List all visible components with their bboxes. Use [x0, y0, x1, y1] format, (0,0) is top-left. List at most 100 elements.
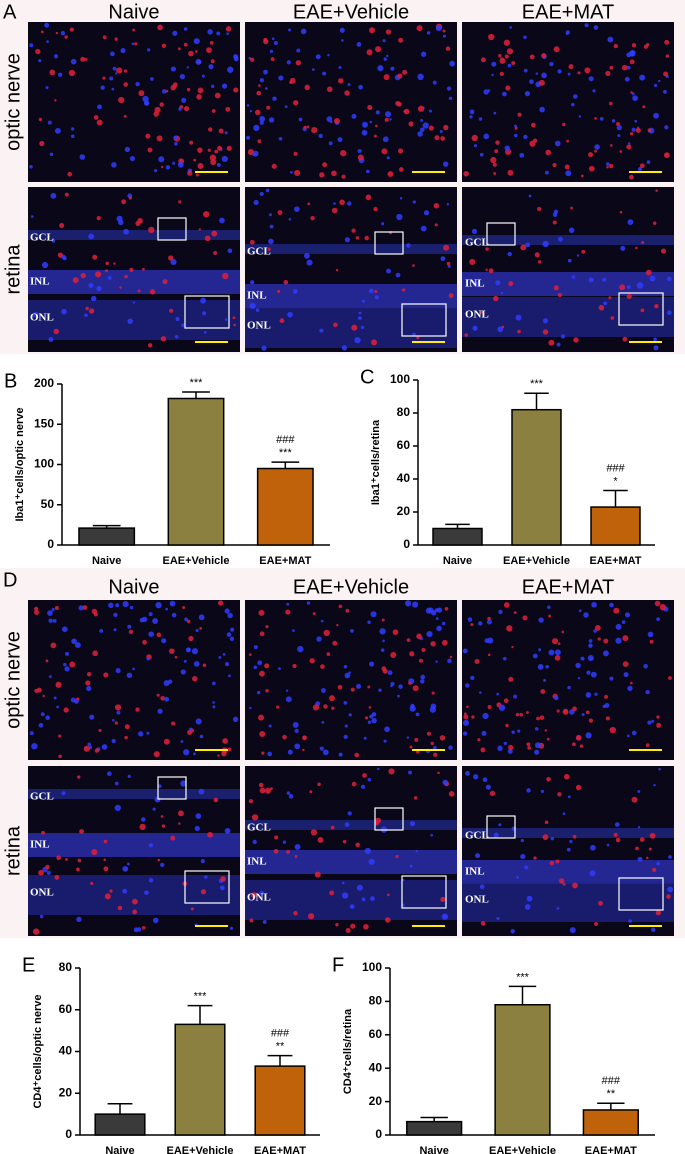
cell — [431, 691, 435, 695]
cell — [478, 621, 483, 626]
y-tick-label: 100 — [34, 457, 54, 471]
cell — [355, 842, 360, 848]
cell — [326, 116, 333, 123]
y-axis-label: Iba1⁺cells/retina — [370, 419, 382, 505]
cell — [159, 102, 164, 107]
cell — [203, 211, 210, 218]
cell — [132, 301, 136, 304]
cell — [134, 42, 138, 46]
cell — [517, 329, 521, 334]
cell — [666, 276, 672, 282]
cell — [226, 145, 232, 151]
y-tick-label: 40 — [59, 1044, 73, 1058]
cell — [108, 602, 114, 609]
cell — [294, 206, 300, 213]
cell — [397, 73, 403, 79]
cell — [481, 730, 487, 736]
cell — [61, 626, 68, 633]
cell — [515, 712, 520, 717]
cell — [196, 94, 202, 100]
cell — [615, 837, 621, 843]
cell — [157, 708, 163, 714]
cell — [553, 695, 559, 701]
cell — [430, 641, 436, 647]
cell — [514, 124, 518, 128]
cell — [665, 54, 670, 58]
cell — [298, 117, 303, 122]
cell — [160, 862, 165, 868]
y-tick-label: 80 — [397, 405, 411, 419]
cell — [485, 784, 491, 790]
cell — [113, 628, 117, 632]
cell — [343, 734, 348, 740]
cell — [385, 917, 391, 923]
cell — [157, 24, 163, 31]
cell — [168, 648, 175, 654]
x-tick-label: EAE+Vehicle — [167, 1145, 234, 1154]
cell — [109, 76, 114, 81]
cell — [105, 269, 109, 273]
cell — [367, 104, 373, 111]
cell — [149, 289, 156, 295]
cell — [337, 137, 343, 143]
cell — [300, 28, 307, 35]
cell — [114, 781, 119, 786]
cell — [124, 274, 128, 279]
cell — [45, 86, 49, 90]
micrograph — [28, 766, 240, 936]
cell — [506, 625, 513, 632]
cell — [293, 910, 298, 916]
cell — [212, 705, 216, 709]
cell — [183, 106, 190, 112]
cell — [50, 192, 57, 199]
cell — [544, 820, 549, 825]
cell — [224, 828, 231, 834]
cell — [370, 896, 375, 901]
cell — [626, 144, 632, 150]
cell — [250, 892, 257, 899]
cell — [627, 219, 634, 226]
cell — [449, 655, 453, 659]
cell — [564, 164, 570, 170]
cell — [59, 222, 65, 229]
cell — [402, 69, 408, 75]
cell — [30, 215, 34, 218]
layer-label: INL — [465, 278, 485, 290]
cell — [560, 334, 566, 339]
cell — [664, 153, 669, 157]
column-header: EAE+Vehicle — [293, 576, 409, 598]
cell — [516, 876, 520, 879]
cell — [86, 672, 92, 677]
cell — [503, 602, 510, 608]
cell — [124, 146, 131, 153]
cell — [606, 166, 609, 169]
cell — [653, 112, 660, 119]
cell — [46, 40, 49, 44]
cell — [172, 161, 176, 165]
cell — [306, 601, 311, 605]
cell — [33, 606, 39, 612]
cell — [504, 145, 510, 151]
cell — [430, 741, 434, 746]
layer-label: ONL — [465, 894, 489, 906]
significance: ### — [271, 1028, 290, 1040]
cell — [169, 600, 176, 607]
cell — [233, 87, 239, 93]
cell — [88, 233, 95, 240]
cell — [114, 72, 118, 75]
cell — [564, 773, 570, 780]
cell — [148, 226, 155, 234]
cell — [161, 824, 166, 828]
cell — [526, 711, 529, 714]
micrograph — [462, 600, 674, 760]
cell — [540, 689, 546, 695]
cell — [77, 858, 82, 863]
cell — [357, 149, 362, 154]
cell — [522, 615, 528, 621]
cell — [152, 618, 159, 625]
cell — [113, 262, 116, 265]
cell — [355, 236, 360, 240]
cell — [488, 268, 494, 274]
cell — [187, 170, 193, 176]
cell — [489, 790, 496, 797]
